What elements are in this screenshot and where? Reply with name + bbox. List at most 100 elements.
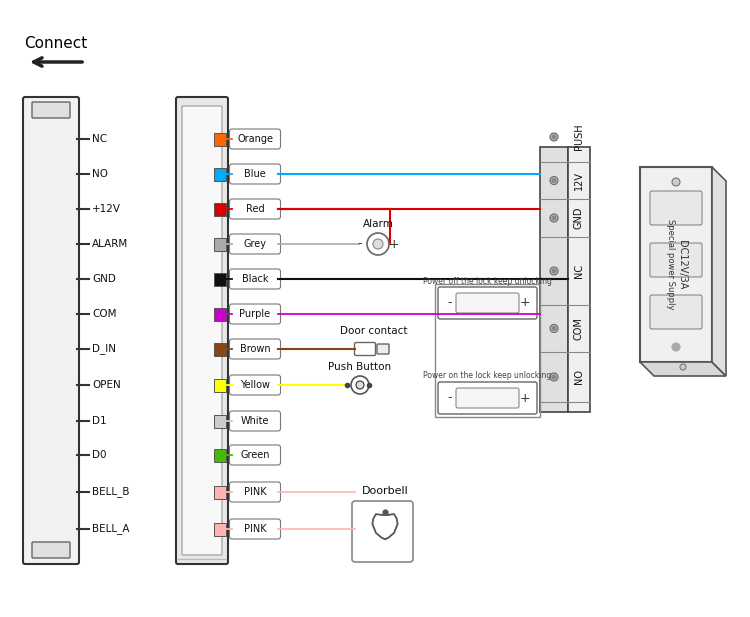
Text: Special power Supply: Special power Supply [665,219,674,310]
FancyBboxPatch shape [23,97,79,564]
Circle shape [552,269,556,273]
Bar [214,415,226,428]
Bar [214,273,226,286]
FancyBboxPatch shape [230,234,280,254]
FancyBboxPatch shape [230,445,280,465]
Text: PUSH: PUSH [574,123,584,151]
Text: COM: COM [574,317,584,340]
FancyBboxPatch shape [377,344,389,354]
Text: Black: Black [242,274,268,284]
Circle shape [550,214,558,222]
PathPatch shape [373,514,398,539]
Polygon shape [712,167,726,376]
Text: BELL_B: BELL_B [92,487,130,497]
Bar [214,486,226,499]
Text: White: White [241,416,269,426]
Circle shape [680,364,686,370]
Circle shape [552,135,556,139]
FancyBboxPatch shape [352,501,413,562]
Bar [640,167,712,362]
Text: Door contact: Door contact [340,326,408,336]
Text: Doorbell: Doorbell [362,486,408,496]
FancyBboxPatch shape [182,106,222,555]
Circle shape [351,376,369,394]
FancyBboxPatch shape [230,411,280,431]
Circle shape [550,267,558,275]
Text: D1: D1 [92,416,106,426]
Bar [435,284,540,417]
Text: PINK: PINK [244,487,266,497]
Text: Alarm: Alarm [362,219,394,229]
FancyBboxPatch shape [438,287,537,319]
Text: -: - [448,392,452,405]
Text: OPEN: OPEN [92,380,121,390]
Circle shape [552,216,556,220]
FancyBboxPatch shape [32,102,70,118]
Circle shape [552,178,556,183]
FancyBboxPatch shape [230,164,280,184]
Circle shape [550,176,558,184]
Text: Green: Green [240,450,270,460]
Text: Power on the lock keep unlocking: Power on the lock keep unlocking [423,371,551,381]
Text: Grey: Grey [244,239,266,249]
Text: D_IN: D_IN [92,344,116,354]
Circle shape [552,326,556,331]
Text: Blue: Blue [244,169,266,179]
Bar [214,379,226,392]
Text: NC: NC [92,134,107,144]
Text: GND: GND [574,207,584,230]
FancyBboxPatch shape [230,339,280,359]
Bar [214,343,226,356]
FancyBboxPatch shape [230,269,280,289]
Text: NC: NC [574,264,584,278]
Text: Purple: Purple [239,309,271,319]
Circle shape [356,381,364,389]
FancyBboxPatch shape [456,388,519,408]
Text: Power off the lock keep unlocking: Power off the lock keep unlocking [423,276,552,286]
Text: D0: D0 [92,450,106,460]
Text: DC12V/3A: DC12V/3A [677,240,687,289]
FancyBboxPatch shape [230,129,280,149]
Text: Yellow: Yellow [240,380,270,390]
Text: GND: GND [92,274,116,284]
Text: +: + [520,297,530,310]
Bar [540,147,568,412]
FancyBboxPatch shape [32,542,70,558]
Bar [568,147,590,412]
Bar [214,523,226,536]
Text: Brown: Brown [240,344,270,354]
FancyBboxPatch shape [230,519,280,539]
FancyBboxPatch shape [230,304,280,324]
FancyBboxPatch shape [650,191,702,225]
Circle shape [550,325,558,333]
Text: NO: NO [92,169,108,179]
Text: -: - [448,297,452,310]
Bar [214,133,226,146]
Circle shape [550,373,558,381]
Text: BELL_A: BELL_A [92,524,130,534]
Text: Red: Red [246,204,264,214]
Bar [214,308,226,321]
Text: +: + [520,392,530,405]
Bar [214,449,226,462]
Bar [214,238,226,251]
Text: ALARM: ALARM [92,239,128,249]
Text: 12V: 12V [574,171,584,190]
Text: Connect: Connect [24,36,88,51]
Text: Push Button: Push Button [328,362,392,372]
FancyBboxPatch shape [650,243,702,277]
FancyBboxPatch shape [650,295,702,329]
Text: +12V: +12V [92,204,121,214]
Text: NO: NO [574,370,584,384]
FancyBboxPatch shape [230,375,280,395]
Polygon shape [640,362,726,376]
Circle shape [552,375,556,379]
Circle shape [672,343,680,351]
Bar [214,203,226,216]
Text: COM: COM [92,309,116,319]
FancyBboxPatch shape [438,382,537,414]
Circle shape [672,178,680,186]
FancyBboxPatch shape [176,97,228,564]
Text: Orange: Orange [237,134,273,144]
Text: PINK: PINK [244,524,266,534]
